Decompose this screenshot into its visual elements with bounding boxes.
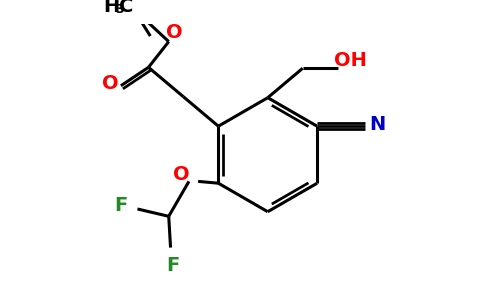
Text: 3: 3: [116, 3, 124, 16]
Text: O: O: [166, 23, 182, 42]
Text: C: C: [119, 0, 134, 16]
Text: O: O: [102, 74, 118, 93]
Text: OH: OH: [334, 51, 367, 70]
Text: N: N: [370, 115, 386, 134]
Text: O: O: [173, 164, 190, 184]
Text: F: F: [114, 196, 127, 215]
Text: H: H: [104, 0, 120, 16]
Text: F: F: [166, 256, 179, 275]
